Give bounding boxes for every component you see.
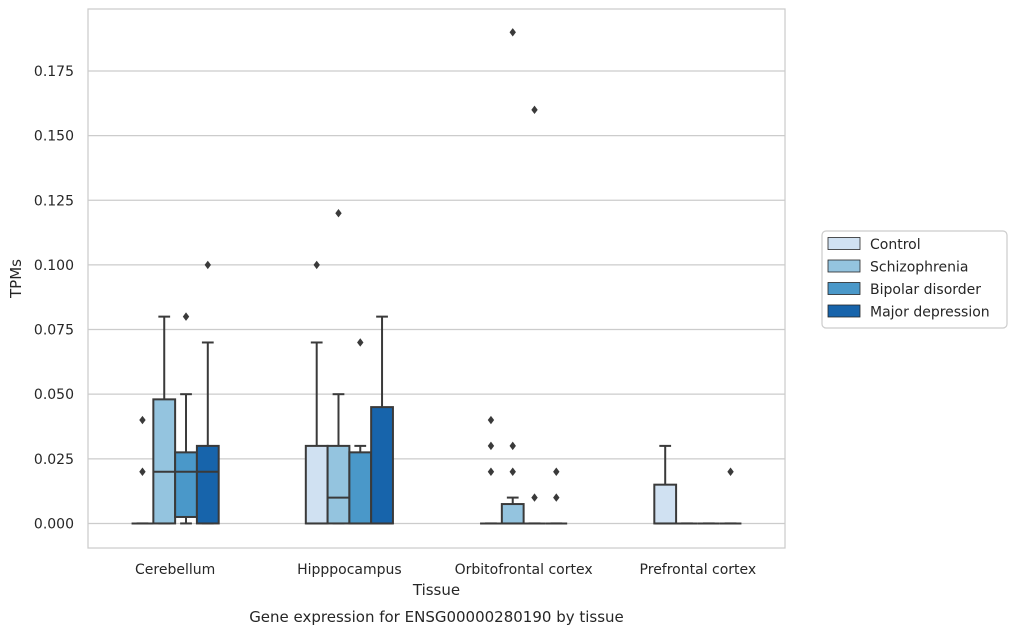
x-tick-label: Prefrontal cortex	[640, 562, 757, 578]
legend-swatch	[827, 304, 861, 318]
outlier-point	[139, 467, 146, 476]
box-group-layer	[131, 28, 742, 525]
plot-area-frame	[87, 8, 786, 549]
x-tick-label: Orbitofrontal cortex	[455, 562, 593, 578]
x-axis-title: Tissue	[412, 581, 460, 599]
outlier-point	[139, 415, 146, 425]
box-2-1	[348, 338, 373, 525]
outlier-point	[204, 260, 211, 270]
y-tick-label: 0.125	[34, 193, 74, 209]
box-body	[195, 444, 220, 525]
box-body	[348, 451, 373, 525]
box-3-3	[719, 467, 742, 525]
y-tick-label: 0.075	[34, 323, 74, 339]
legend-label: Schizophrenia	[870, 260, 968, 276]
box-body	[653, 483, 678, 525]
x-tick-label: Hipppocampus	[297, 562, 402, 578]
y-tick-label: 0.100	[34, 258, 74, 274]
legend-frame	[821, 230, 1008, 329]
legend-label: Major depression	[870, 305, 990, 321]
y-tick-label: 0.000	[34, 516, 74, 532]
box-1-2	[500, 28, 525, 525]
outlier-point	[487, 441, 495, 451]
box-body	[326, 444, 351, 525]
box-3-1	[370, 315, 394, 525]
outlier-point	[531, 105, 538, 115]
outlier-point	[357, 338, 364, 347]
legend-label: Bipolar disorder	[870, 282, 981, 298]
box-0-3	[653, 444, 678, 525]
box-body	[304, 444, 329, 525]
outlier-point	[509, 467, 516, 476]
y-tick-label: 0.175	[34, 64, 74, 80]
x-tick-label: Cerebellum	[135, 562, 215, 578]
outlier-point	[487, 415, 495, 425]
outlier-point	[487, 467, 495, 476]
outlier-point	[531, 493, 538, 502]
legend-swatch	[827, 282, 861, 295]
outlier-point	[727, 467, 734, 476]
box-0-2	[480, 415, 502, 525]
y-tick-label: 0.150	[34, 129, 74, 145]
y-tick-label: 0.050	[34, 387, 74, 403]
outlier-point	[553, 493, 560, 502]
x-tick-labels: Cerebellum Hipppocampus Orbitofrontal cort…	[135, 562, 756, 578]
box-1-0	[152, 315, 177, 525]
box-2-0	[174, 312, 198, 525]
y-axis-title: TPMs	[7, 259, 25, 299]
box-3-2	[545, 467, 568, 525]
legend: Control Schizophrenia Bipolar disorder Majo…	[821, 230, 1008, 329]
box-3-0	[195, 260, 220, 525]
y-tick-labels: 0.000 0.025 0.050 0.075 0.100 0.125 0.150 0.175	[34, 64, 74, 532]
y-tick-label: 0.025	[34, 452, 74, 468]
box-body	[370, 406, 394, 525]
box-2-2	[523, 105, 546, 525]
box-body	[152, 398, 177, 525]
chart-caption: Gene expression for ENSG00000280190 by t…	[249, 608, 624, 626]
legend-swatch	[827, 237, 861, 250]
outlier-point	[313, 260, 320, 270]
outlier-point	[509, 28, 516, 37]
outlier-point	[182, 312, 190, 321]
legend-label: Control	[870, 237, 921, 253]
box-body	[174, 451, 198, 518]
outlier-point	[335, 209, 342, 218]
box-0-0	[131, 415, 154, 525]
outlier-point	[553, 467, 560, 476]
box-body	[500, 503, 525, 525]
outlier-point	[509, 441, 516, 451]
legend-swatch	[827, 259, 861, 273]
